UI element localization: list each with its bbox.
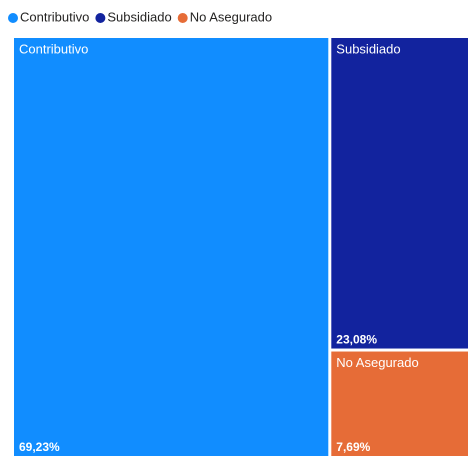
value-label: 23,08%	[336, 333, 377, 347]
value-label: 7,69%	[336, 440, 370, 454]
tile-label: No Asegurado	[336, 355, 418, 370]
legend-marker	[177, 13, 188, 23]
legend-label: No Asegurado	[190, 9, 272, 24]
tile-label: Subsidiado	[336, 41, 400, 56]
tile	[331, 351, 468, 456]
legend-label: Contributivo	[20, 9, 89, 24]
tile	[14, 38, 329, 456]
tile-label: Contributivo	[19, 41, 88, 56]
legend-marker	[95, 13, 106, 23]
legend-label: Subsidiado	[107, 9, 171, 24]
legend-marker	[8, 13, 18, 23]
value-label: 69,23%	[19, 440, 60, 454]
tile	[331, 38, 468, 349]
